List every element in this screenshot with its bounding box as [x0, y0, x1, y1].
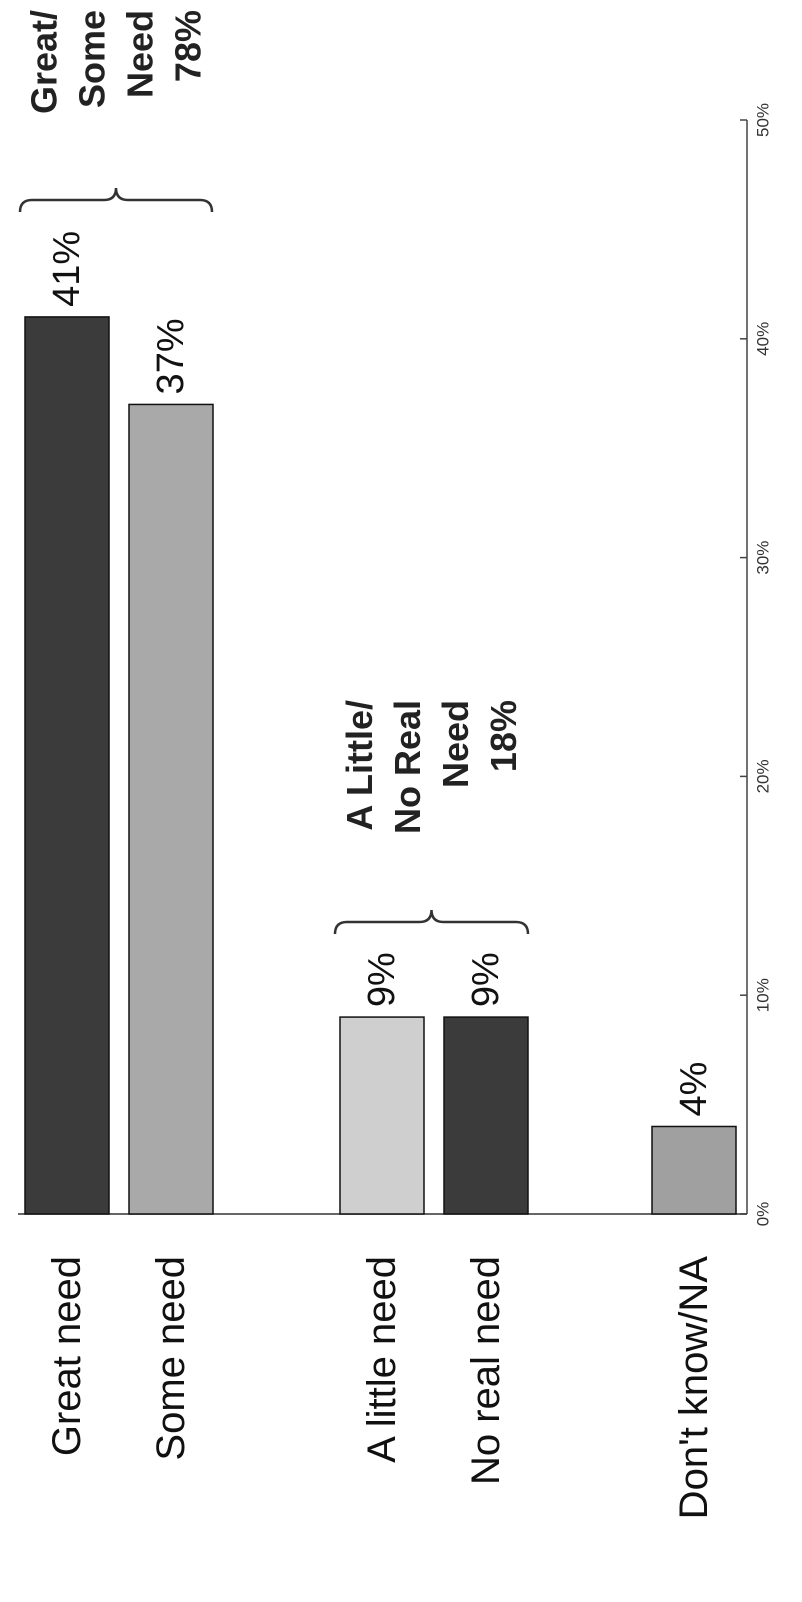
bar-no-real-need [443, 1016, 529, 1215]
group-label: Need [120, 10, 161, 98]
labels: 41% Great need 37% Some need 9% A little need… [45, 231, 716, 1519]
data-label: 9% [465, 952, 507, 1007]
category-label: Some need [149, 1256, 193, 1461]
group-label: 18% [483, 700, 524, 772]
group-brace [333, 909, 530, 935]
bar-some-need [128, 403, 214, 1215]
tick-label: 40% [754, 322, 773, 356]
tick-label: 30% [754, 541, 773, 575]
data-label: 37% [150, 318, 192, 394]
bar-don-t-know-na [651, 1125, 737, 1215]
bars [24, 316, 737, 1215]
category-label: Great need [45, 1256, 89, 1456]
group-label: A Little/ [339, 700, 380, 831]
bar-a-little-need [339, 1016, 425, 1215]
group-label: No Real [387, 700, 428, 834]
bar-great-need [24, 316, 110, 1215]
group-label: Need [435, 700, 476, 788]
tick-label: 50% [754, 103, 773, 137]
tick-label: 20% [754, 759, 773, 793]
data-label: 41% [46, 231, 88, 307]
group-label: 78% [168, 10, 209, 82]
category-label: A little need [360, 1256, 404, 1463]
tick-label: 10% [754, 978, 773, 1012]
tick-label: 0% [754, 1202, 773, 1227]
group-label: Great/ [24, 10, 65, 114]
group-annotations: Great/Some Need 78%A Little/No Real Need 18% [18, 10, 530, 935]
group-label: Some [72, 10, 113, 108]
data-label: 4% [673, 1062, 715, 1117]
category-label: No real need [464, 1256, 508, 1485]
category-label: Don't know/NA [672, 1256, 716, 1520]
group-brace [18, 187, 214, 213]
data-label: 9% [361, 952, 403, 1007]
